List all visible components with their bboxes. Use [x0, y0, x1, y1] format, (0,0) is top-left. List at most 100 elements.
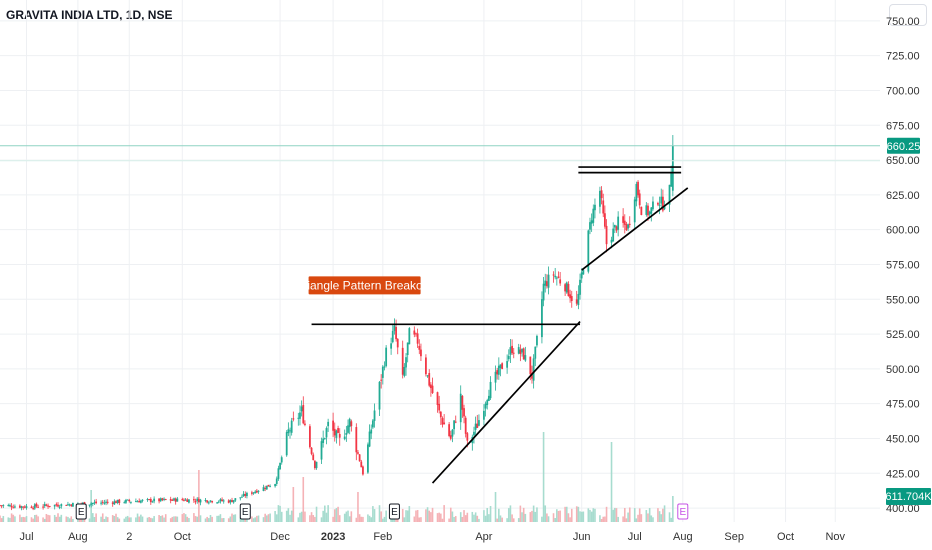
candle-body [657, 203, 659, 205]
volume-bar [140, 514, 142, 522]
candle-body [194, 501, 197, 503]
candle-body [509, 347, 512, 355]
candle-body [149, 498, 152, 503]
volume-bar [150, 517, 152, 522]
candle-body [169, 498, 172, 501]
volume-bar [22, 516, 25, 522]
candle-body [370, 429, 373, 434]
volume-bar [413, 516, 416, 522]
earnings-marker[interactable] [388, 503, 400, 520]
candle-body [42, 506, 44, 508]
earnings-label: E [391, 507, 398, 518]
volume-bar [251, 516, 253, 522]
price-axis-label: 525.00 [886, 329, 920, 341]
volume-bar [7, 517, 10, 522]
candle-body [141, 499, 144, 501]
price-axis-label: 450.00 [886, 433, 920, 445]
volume-bar [24, 517, 26, 522]
volume-bar [541, 516, 543, 522]
volume-bar [600, 518, 603, 522]
candle-body [267, 484, 270, 487]
candle-body [100, 502, 102, 504]
candle-body [335, 430, 338, 438]
candle-body [72, 502, 74, 507]
candle-body [207, 502, 210, 504]
triangle-support-line[interactable] [431, 320, 581, 484]
volume-bar [101, 513, 104, 522]
volume-bar [320, 517, 323, 522]
time-axis-label: Dec [270, 531, 290, 543]
last-price-tag [887, 137, 920, 154]
volume-bar [208, 518, 210, 522]
volume-bar [517, 518, 520, 522]
candle-body [229, 499, 232, 503]
candle-body [506, 361, 509, 368]
annotation-box[interactable] [308, 276, 421, 295]
candle-body [148, 499, 151, 501]
candle-body [443, 422, 446, 425]
time-axis-label: Aug [68, 531, 88, 543]
volume-bar [350, 511, 353, 522]
candle-body [302, 404, 305, 424]
volume-bar [509, 505, 512, 522]
volume-bar [292, 487, 295, 522]
candle-body [257, 490, 260, 492]
earnings-marker[interactable] [677, 503, 689, 520]
candle-body [315, 461, 318, 469]
volume-bar [610, 442, 613, 522]
candle-body [101, 501, 104, 503]
top-right-button[interactable] [889, 4, 927, 26]
volume-bar [176, 516, 179, 522]
volume-bar [506, 518, 508, 522]
candle-body [186, 499, 189, 502]
earnings-marker[interactable] [75, 503, 87, 520]
volume-bar [638, 508, 641, 522]
volume-bar [367, 514, 369, 522]
volume-bar [670, 517, 672, 522]
earnings-marker[interactable] [239, 503, 251, 520]
candle-body [589, 222, 591, 230]
ascending-support-line[interactable] [581, 187, 689, 271]
candle-body [555, 277, 558, 279]
candle-body [367, 444, 369, 473]
candle-body [529, 356, 532, 375]
volume-bar [169, 518, 172, 522]
candle-body [567, 283, 570, 297]
volume-bar [464, 515, 467, 522]
candle-body [7, 505, 10, 507]
volume-bar [625, 518, 628, 522]
candle-body [118, 499, 121, 503]
candle-body [362, 466, 364, 475]
volume-bar [370, 517, 373, 522]
candle-body [385, 347, 388, 367]
volume-bar [431, 507, 434, 522]
candle-body [274, 484, 277, 487]
volume-bar [332, 516, 334, 522]
volume-bar [92, 513, 94, 522]
volume-bar [309, 515, 311, 522]
volume-bar [357, 492, 359, 522]
volume-bar [565, 506, 568, 522]
volume-bar [362, 516, 364, 522]
volume-bar [512, 518, 515, 522]
volume-bar [582, 511, 585, 522]
candle-body [2, 505, 5, 507]
candle-body [159, 498, 162, 502]
volume-bar [95, 513, 97, 522]
candle-body [483, 410, 485, 420]
candle-body [534, 346, 537, 359]
volume-bar [474, 512, 477, 522]
candle-body [408, 328, 411, 345]
candle-body [241, 496, 243, 498]
candle-body [158, 498, 160, 502]
volume-bar [103, 518, 106, 522]
candle-body [396, 338, 399, 348]
candle-body [623, 220, 626, 225]
candle-body [290, 420, 293, 433]
price-axis-label: 675.00 [886, 120, 920, 132]
price-axis-label: 425.00 [886, 468, 920, 480]
candle-body [70, 504, 73, 507]
candle-body [337, 428, 339, 433]
